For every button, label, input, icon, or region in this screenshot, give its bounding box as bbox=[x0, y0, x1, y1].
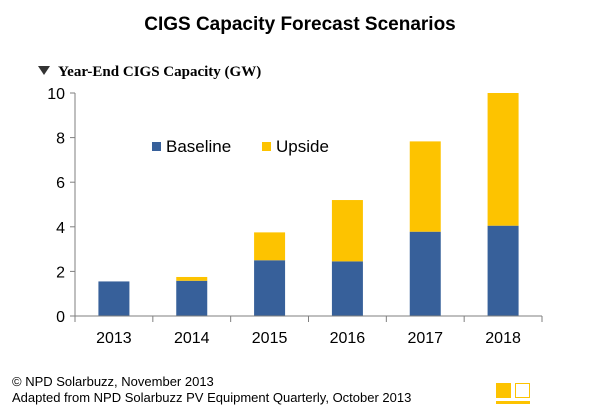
bar-baseline-2016 bbox=[331, 261, 363, 316]
x-tick-label-2016: 2016 bbox=[330, 330, 366, 347]
bar-upside-2015 bbox=[254, 232, 286, 261]
solarbuzz-logo-icon bbox=[496, 383, 536, 405]
triangle-down-icon bbox=[38, 66, 50, 75]
bar-upside-2016 bbox=[331, 200, 363, 262]
x-tick-label-2018: 2018 bbox=[485, 330, 521, 347]
bar-baseline-2014 bbox=[176, 280, 208, 316]
bar-baseline-2015 bbox=[254, 260, 286, 316]
legend-swatch-upside bbox=[262, 142, 271, 151]
x-tick-label-2015: 2015 bbox=[252, 330, 288, 347]
bar-baseline-2013 bbox=[98, 281, 130, 316]
bar-baseline-2017 bbox=[409, 231, 441, 316]
x-tick-label-2014: 2014 bbox=[174, 330, 210, 347]
y-tick-label-6: 6 bbox=[56, 175, 65, 192]
legend-label-baseline: Baseline bbox=[166, 137, 231, 156]
y-tick-label-4: 4 bbox=[56, 220, 65, 237]
chart-title: CIGS Capacity Forecast Scenarios bbox=[144, 14, 456, 35]
legend-label-upside: Upside bbox=[276, 137, 329, 156]
x-tick-label-2017: 2017 bbox=[407, 330, 443, 347]
y-tick-label-2: 2 bbox=[56, 264, 65, 281]
bar-upside-2017 bbox=[409, 141, 441, 232]
source-note: Adapted from NPD Solarbuzz PV Equipment … bbox=[12, 390, 412, 405]
bar-upside-2014 bbox=[176, 276, 208, 281]
y-tick-label-0: 0 bbox=[56, 309, 65, 326]
x-tick-label-2013: 2013 bbox=[96, 330, 132, 347]
y-axis-label-text: Year-End CIGS Capacity (GW) bbox=[58, 64, 262, 80]
bar-upside-2018 bbox=[487, 93, 519, 226]
bar-baseline-2018 bbox=[487, 225, 519, 316]
y-tick-label-10: 10 bbox=[47, 86, 65, 103]
legend-swatch-baseline bbox=[152, 142, 161, 151]
copyright-note: © NPD Solarbuzz, November 2013 bbox=[12, 374, 214, 389]
y-tick-label-8: 8 bbox=[56, 131, 65, 148]
y-axis-label: Year-End CIGS Capacity (GW) bbox=[38, 64, 261, 81]
